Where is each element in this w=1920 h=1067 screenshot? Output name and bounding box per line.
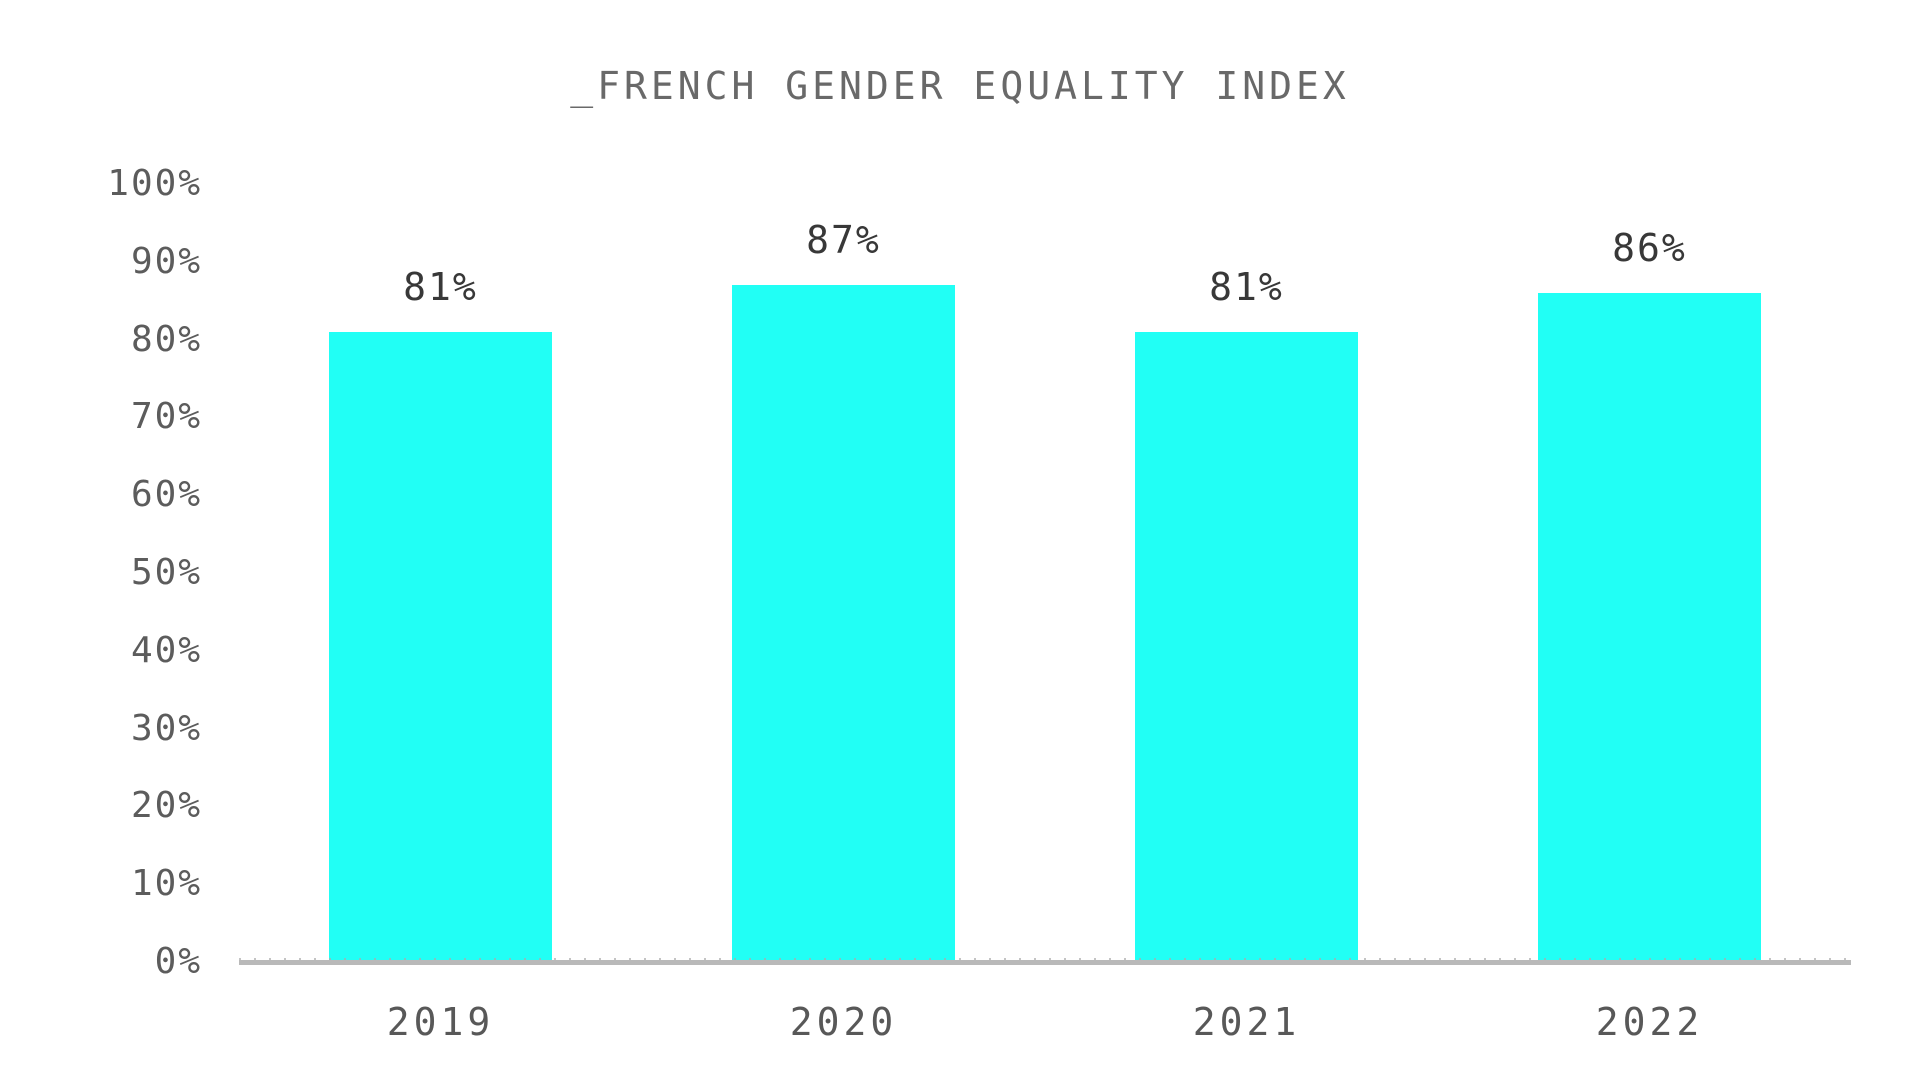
- y-axis-tick-label: 10%: [130, 863, 202, 905]
- y-axis-tick-label: 80%: [130, 318, 202, 360]
- bar-2021: [1135, 331, 1358, 962]
- y-axis-tick-label: 70%: [130, 396, 202, 438]
- bar-value-label-2020: 87%: [806, 218, 881, 263]
- bar-2020: [732, 285, 955, 962]
- y-axis-tick-label: 30%: [130, 707, 202, 749]
- y-axis-tick-label: 20%: [130, 785, 202, 827]
- bar-value-label-2021: 81%: [1209, 264, 1284, 309]
- x-axis-label-2022: 2022: [1595, 1000, 1704, 1044]
- chart-title: _FRENCH GENDER EQUALITY INDEX: [570, 64, 1350, 108]
- y-axis-tick-label: 60%: [130, 474, 202, 516]
- x-axis-label-2020: 2020: [789, 1000, 898, 1044]
- y-axis-tick-label: 90%: [130, 240, 202, 282]
- x-axis-label-2021: 2021: [1192, 1000, 1301, 1044]
- x-axis-minor-ticks: [239, 958, 1851, 960]
- bar-value-label-2022: 86%: [1612, 225, 1687, 270]
- bar-value-label-2019: 81%: [403, 264, 478, 309]
- y-axis-tick-label: 40%: [130, 629, 202, 671]
- plot-area: 81% 87% 81% 86%: [239, 184, 1851, 962]
- y-axis-tick-label: 0%: [154, 941, 202, 982]
- x-axis-label-2019: 2019: [386, 1000, 495, 1044]
- y-axis-tick-label: 50%: [130, 552, 202, 593]
- y-axis-tick-label: 100%: [107, 163, 202, 204]
- bar-2022: [1538, 292, 1761, 962]
- x-axis-line: [239, 958, 1851, 965]
- bar-2019: [329, 331, 552, 962]
